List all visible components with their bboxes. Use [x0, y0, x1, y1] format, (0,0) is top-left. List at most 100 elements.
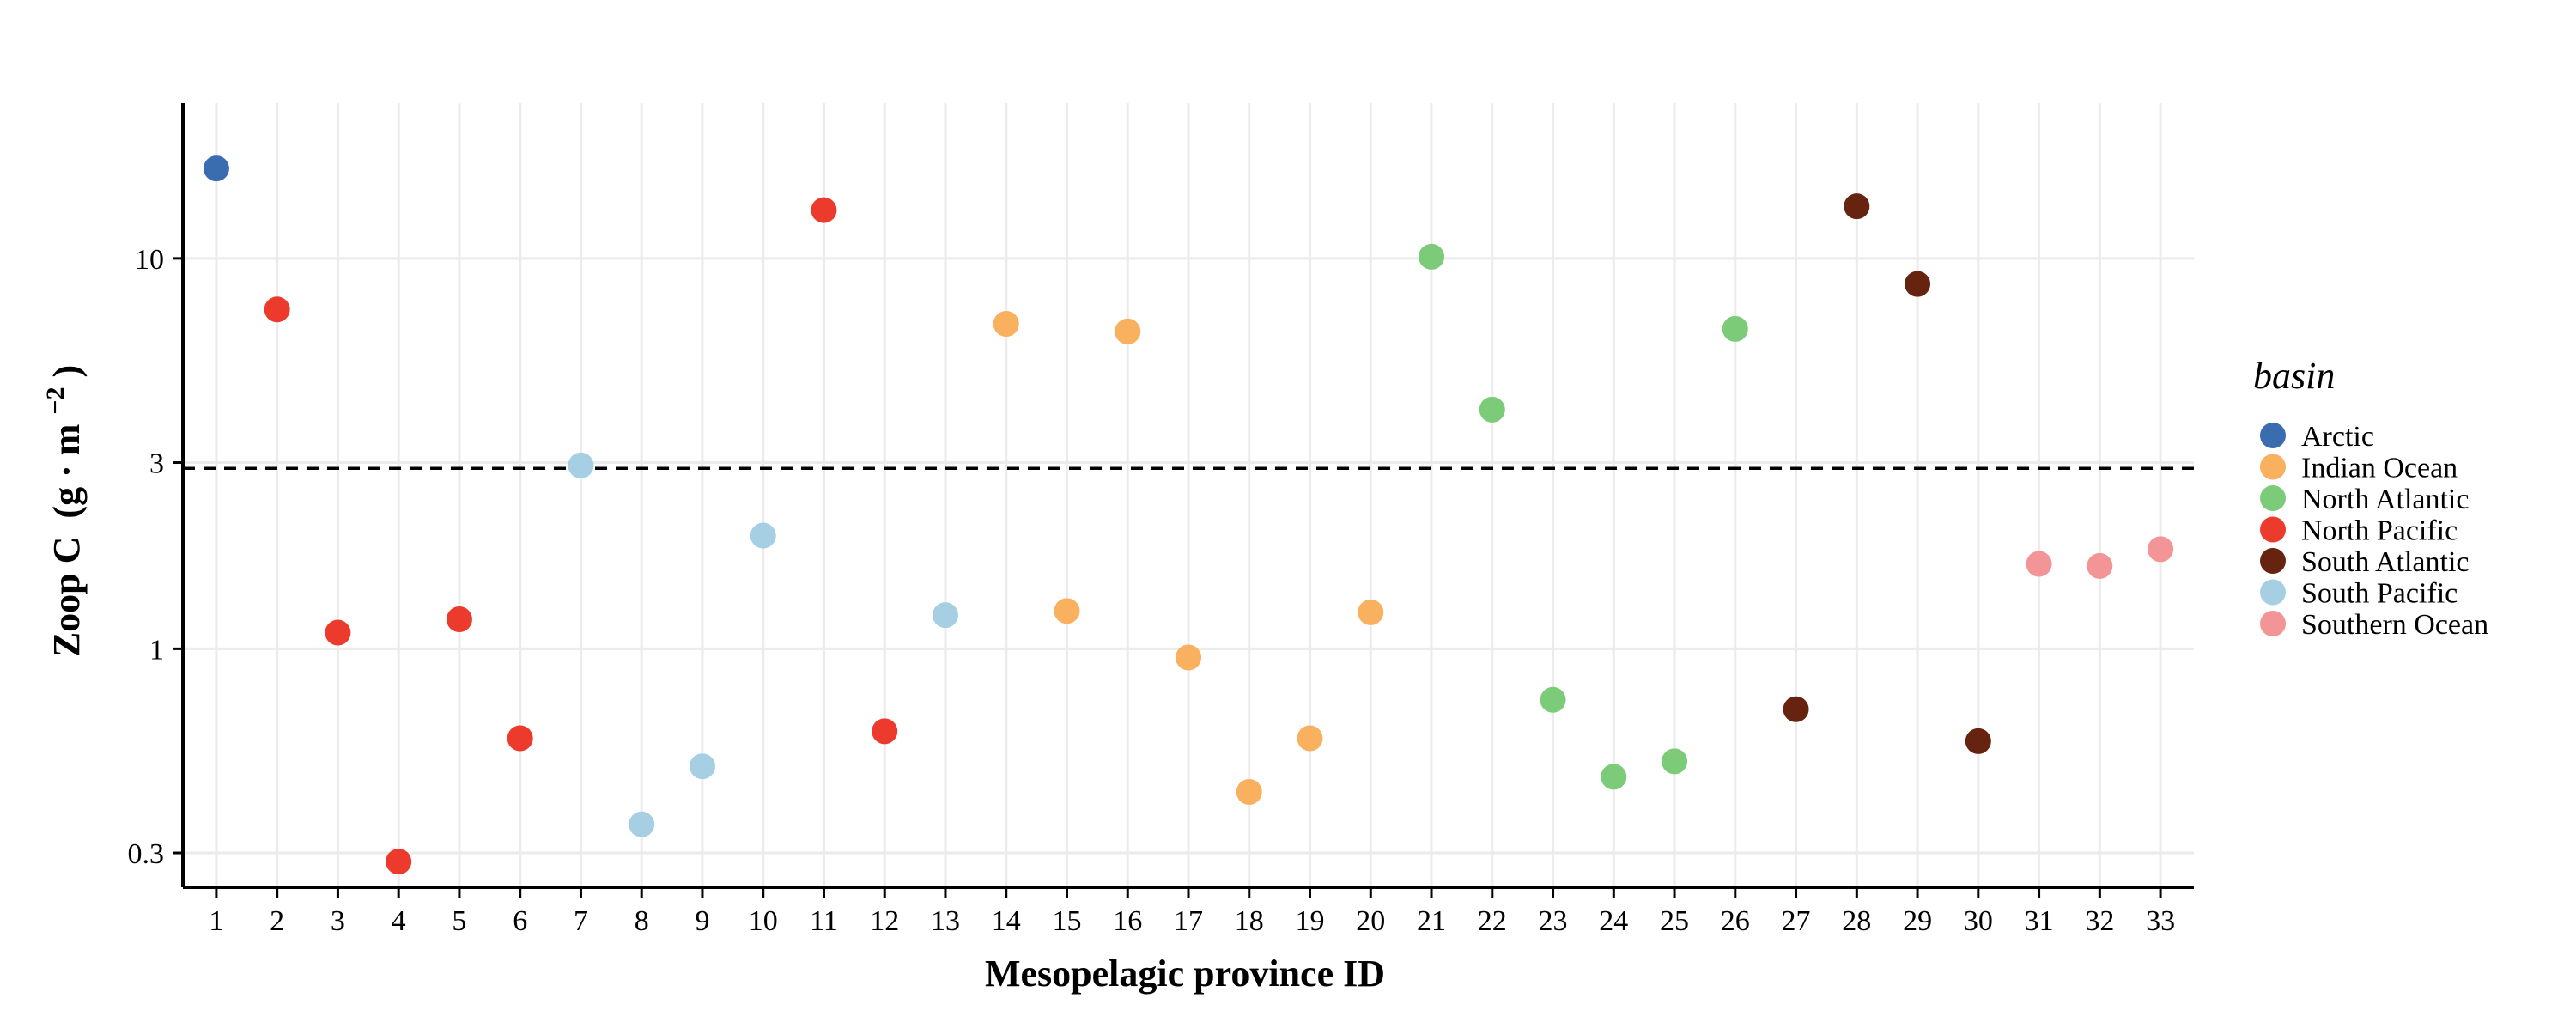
data-point: [1965, 728, 1991, 754]
legend-label: North Atlantic: [2301, 484, 2469, 515]
x-tick-label: 27: [1782, 905, 1811, 937]
x-tick-label: 16: [1113, 905, 1142, 937]
x-tick-label: 22: [1478, 905, 1507, 937]
legend-key: [2260, 611, 2286, 636]
data-point: [2087, 552, 2113, 579]
data-point: [750, 522, 776, 549]
data-point: [568, 452, 594, 478]
data-point: [264, 296, 290, 323]
x-tick-label: 18: [1235, 905, 1264, 937]
x-tick-label: 33: [2146, 905, 2175, 937]
legend-title: basin: [2253, 355, 2335, 397]
axis-layer: [173, 103, 2194, 898]
legend-key: [2260, 516, 2286, 543]
data-point: [1236, 778, 1262, 805]
data-point: [1419, 243, 1445, 270]
data-point: [446, 606, 472, 633]
x-tick-label: 1: [209, 905, 223, 937]
x-tick-label: 20: [1356, 905, 1385, 937]
data-point: [2026, 551, 2052, 577]
legend-key: [2260, 485, 2286, 511]
x-tick-label: 13: [931, 905, 960, 937]
legend-label: North Pacific: [2301, 515, 2458, 547]
x-tick-label: 32: [2085, 905, 2114, 937]
legend-label: Southern Ocean: [2301, 609, 2488, 641]
data-point: [932, 602, 958, 629]
x-axis-title: Mesopelagic province ID: [985, 953, 1385, 995]
y-axis-title-main: Zoop C: [46, 537, 88, 658]
x-tick-label: 6: [513, 905, 527, 937]
data-point: [507, 725, 533, 752]
x-tick-label: 25: [1660, 905, 1689, 937]
y-tick-label: 10: [135, 244, 164, 276]
data-point: [1783, 696, 1809, 722]
legend-label: South Pacific: [2301, 578, 2458, 610]
x-tick-label: 3: [331, 905, 345, 937]
x-tick-label: 28: [1842, 905, 1871, 937]
data-point: [689, 753, 715, 780]
data-point: [872, 718, 898, 745]
y-tick-labels: 0.3 1 3 10: [128, 244, 165, 870]
data-point: [1601, 764, 1627, 790]
data-point: [1844, 193, 1870, 220]
x-tick-label: 23: [1539, 905, 1568, 937]
legend-key: [2260, 423, 2286, 448]
data-point: [1662, 748, 1688, 775]
y-axis-title-close: ): [46, 365, 88, 378]
x-tick-label: 5: [452, 905, 466, 937]
data-point: [629, 811, 655, 837]
data-point: [1176, 644, 1201, 671]
x-tick-labels: 1 2 3 4 5 6 7 8 9 10 11 12 13 14 15 16 17 18 19 20 21 22 23 24 2…: [209, 905, 2175, 937]
x-tick-label: 9: [695, 905, 709, 937]
x-tick-label: 14: [992, 905, 1021, 937]
data-point: [2148, 536, 2174, 563]
x-tick-label: 11: [810, 905, 838, 937]
data-point: [1540, 686, 1566, 713]
x-tick-label: 24: [1599, 905, 1628, 937]
data-point: [1297, 725, 1323, 752]
legend-key: [2260, 454, 2286, 480]
x-tick-label: 31: [2025, 905, 2054, 937]
y-axis-title-superscript: −2: [41, 387, 70, 414]
data-point: [386, 849, 412, 875]
x-tick-label: 21: [1417, 905, 1446, 937]
data-point: [1479, 396, 1505, 423]
y-axis-title: Zoop C (g · m −2 ): [30, 365, 88, 657]
legend-label: South Atlantic: [2301, 546, 2470, 578]
x-tick-label: 2: [270, 905, 284, 937]
x-tick-label: 7: [574, 905, 588, 937]
x-tick-label: 10: [749, 905, 778, 937]
y-tick-label: 0.3: [128, 838, 165, 870]
data-point: [1722, 315, 1748, 342]
legend-key: [2260, 548, 2286, 574]
data-point: [1358, 599, 1384, 625]
x-tick-label: 30: [1964, 905, 1993, 937]
x-tick-label: 26: [1721, 905, 1750, 937]
grid-layer: [183, 103, 2194, 887]
x-tick-label: 17: [1174, 905, 1203, 937]
data-point: [325, 619, 351, 646]
x-tick-label: 29: [1903, 905, 1932, 937]
data-point: [811, 197, 837, 223]
data-point: [1115, 318, 1141, 344]
x-tick-label: 15: [1052, 905, 1081, 937]
x-tick-label: 4: [392, 905, 406, 937]
y-axis-title-unit: (g · m: [46, 424, 88, 519]
legend-label: Indian Ocean: [2301, 453, 2458, 484]
legend-label: Arctic: [2301, 421, 2374, 453]
data-point: [993, 310, 1019, 337]
y-tick-label: 1: [149, 634, 164, 666]
points-layer: [203, 155, 2174, 875]
data-point: [1905, 271, 1931, 297]
x-tick-label: 19: [1296, 905, 1325, 937]
x-tick-label: 8: [635, 905, 649, 937]
data-point: [203, 155, 229, 182]
data-point: [1054, 598, 1080, 624]
legend-key: [2260, 579, 2286, 606]
x-tick-label: 12: [870, 905, 899, 937]
y-tick-label: 3: [149, 448, 164, 480]
